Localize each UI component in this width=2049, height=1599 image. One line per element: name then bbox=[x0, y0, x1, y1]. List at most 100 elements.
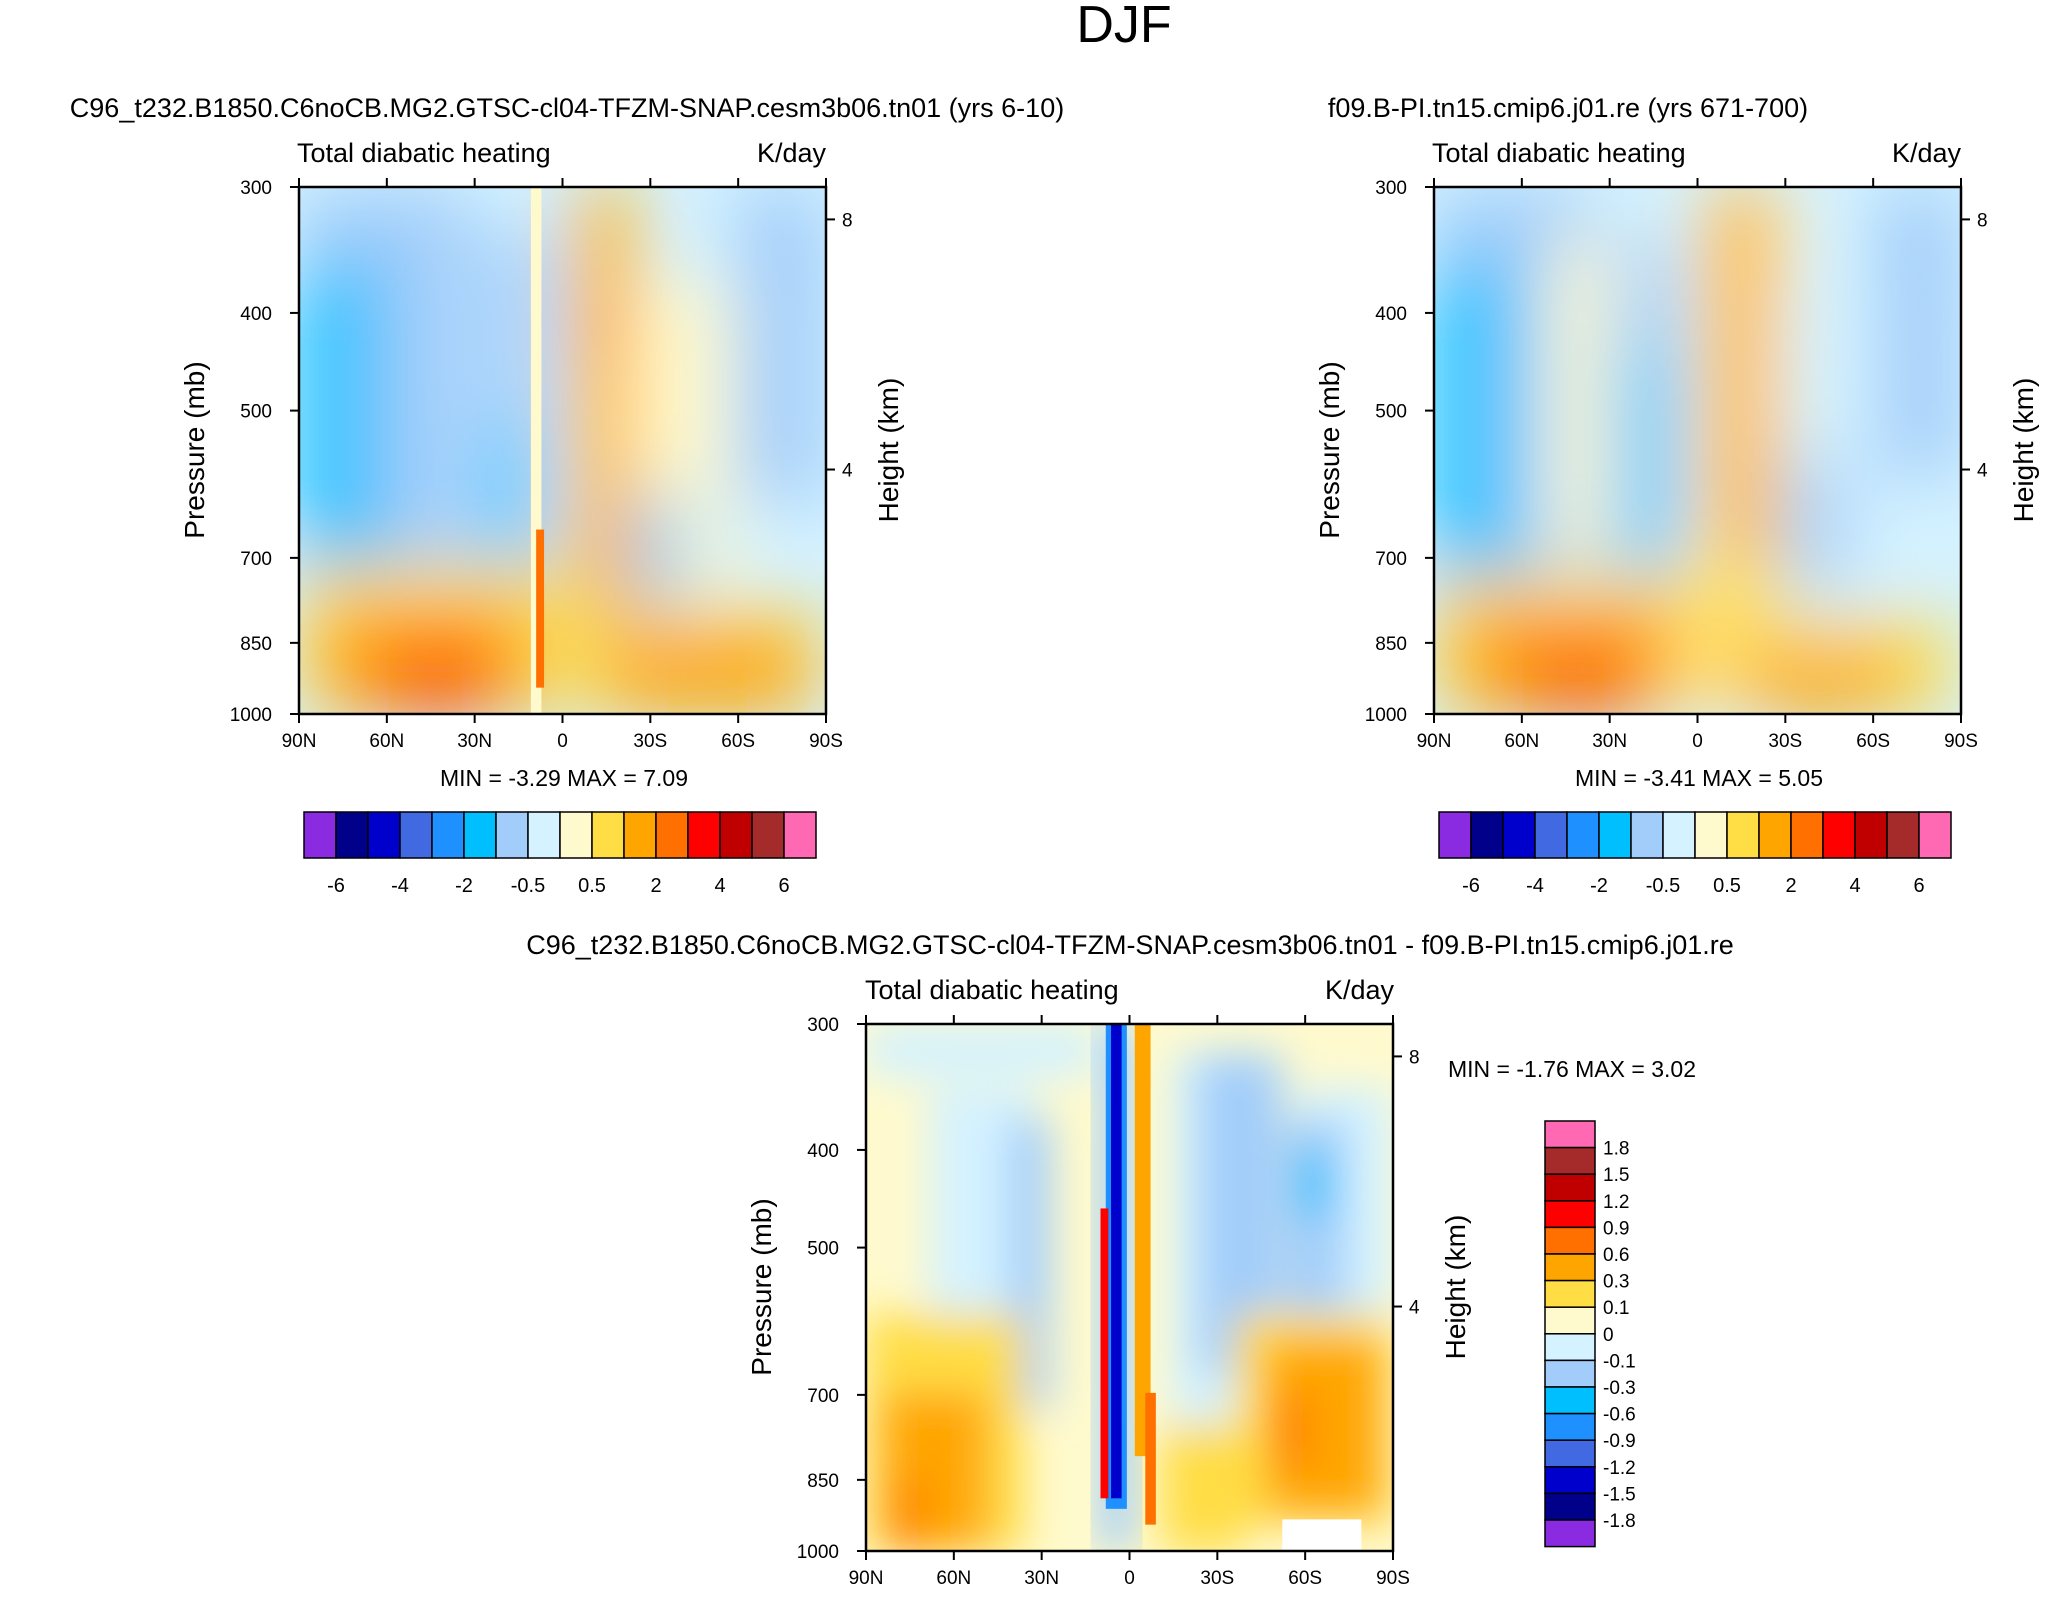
colorbar-swatch bbox=[1544, 1439, 1596, 1468]
y2-tick-label: 4 bbox=[842, 461, 853, 482]
colorbar-swatch bbox=[303, 811, 337, 859]
colorbar-label: 6 bbox=[1913, 875, 1924, 897]
y2-axis-label: Height (km) bbox=[1440, 1215, 1471, 1360]
colorbar-swatch bbox=[495, 811, 529, 859]
y-tick-label: 300 bbox=[807, 1015, 839, 1036]
colorbar-label: -0.5 bbox=[1646, 875, 1680, 897]
colorbar-label: 1.8 bbox=[1603, 1139, 1629, 1160]
colorbar-swatch bbox=[1544, 1253, 1596, 1282]
colorbar-swatch bbox=[687, 811, 721, 859]
colorbar-label: 1.5 bbox=[1603, 1165, 1629, 1186]
colorbar-swatch bbox=[463, 811, 497, 859]
colorbar-label: 0.9 bbox=[1603, 1218, 1629, 1239]
y-tick-label: 300 bbox=[240, 178, 272, 199]
panel-units: K/day bbox=[1325, 975, 1395, 1005]
x-tick-label: 90S bbox=[1944, 731, 1978, 752]
x-tick-label: 0 bbox=[1124, 1568, 1135, 1589]
y-tick-label: 850 bbox=[240, 634, 272, 655]
colorbar-swatch bbox=[1544, 1226, 1596, 1255]
colorbar-swatch bbox=[1886, 811, 1920, 859]
y-tick-label: 1000 bbox=[230, 705, 272, 726]
x-tick-label: 90N bbox=[849, 1568, 884, 1589]
heatmap-field bbox=[1434, 187, 1961, 714]
colorbar-swatch bbox=[399, 811, 433, 859]
x-tick-label: 30S bbox=[1200, 1568, 1234, 1589]
colorbar-label: -2 bbox=[1590, 875, 1608, 897]
y-tick-label: 700 bbox=[240, 549, 272, 570]
colorbar-swatch bbox=[1534, 811, 1568, 859]
y-axis-label: Pressure (mb) bbox=[746, 1198, 777, 1375]
panel-case-title: C96_t232.B1850.C6noCB.MG2.GTSC-cl04-TFZM… bbox=[70, 93, 1064, 123]
colorbar-swatch bbox=[1544, 1519, 1596, 1548]
colorbar-label: 0.5 bbox=[578, 875, 606, 897]
colorbar-swatch bbox=[1854, 811, 1888, 859]
colorbar-swatch bbox=[1544, 1306, 1596, 1335]
colorbar-swatch bbox=[1662, 811, 1696, 859]
colorbar-swatch bbox=[1544, 1279, 1596, 1308]
heatmap-field bbox=[299, 187, 826, 714]
x-tick-label: 90S bbox=[1376, 1568, 1410, 1589]
y2-tick-label: 4 bbox=[1409, 1298, 1420, 1319]
colorbar-label: -4 bbox=[391, 875, 409, 897]
y-tick-label: 1000 bbox=[1365, 705, 1407, 726]
colorbar-label: 0 bbox=[1603, 1325, 1614, 1346]
colorbar-label: -2 bbox=[455, 875, 473, 897]
y2-tick-label: 8 bbox=[1409, 1047, 1420, 1068]
y2-tick-label: 8 bbox=[1977, 210, 1988, 231]
colorbar-swatch bbox=[1470, 811, 1504, 859]
x-tick-label: 60N bbox=[369, 731, 404, 752]
stats-label: MIN = -3.29 MAX = 7.09 bbox=[440, 765, 688, 791]
panel-case-title: C96_t232.B1850.C6noCB.MG2.GTSC-cl04-TFZM… bbox=[526, 930, 1734, 960]
x-axis: 90N 60N 30N 0 30S 60S 90S bbox=[849, 1015, 1410, 1589]
colorbar-label: 0.5 bbox=[1713, 875, 1741, 897]
x-tick-label: 90S bbox=[809, 731, 843, 752]
x-tick-label: 60S bbox=[721, 731, 755, 752]
x-tick-label: 30N bbox=[1592, 731, 1627, 752]
colorbar-label: -1.8 bbox=[1603, 1511, 1636, 1532]
panel-variable: Total diabatic heating bbox=[865, 975, 1119, 1005]
colorbar: 1.8 1.5 1.2 0.9 0.6 0.3 0.1 0 -0.1 -0.3 -0.6 -0.9 -1… bbox=[1544, 1120, 1636, 1548]
x-tick-label: 60S bbox=[1856, 731, 1890, 752]
colorbar-swatch bbox=[655, 811, 689, 859]
y-tick-label: 700 bbox=[1375, 549, 1407, 570]
colorbar-label: -1.5 bbox=[1603, 1484, 1636, 1505]
colorbar-swatch bbox=[1758, 811, 1792, 859]
y-axis: 300 400 500 700 850 1000 8 4 bbox=[797, 1015, 1420, 1563]
panel-units: K/day bbox=[757, 138, 827, 168]
panel-top-right: f09.B-PI.tn15.cmip6.j01.re (yrs 671-700)… bbox=[1314, 93, 2039, 897]
y2-tick-label: 4 bbox=[1977, 461, 1988, 482]
stats-label: MIN = -1.76 MAX = 3.02 bbox=[1448, 1056, 1696, 1082]
y-tick-label: 850 bbox=[807, 1471, 839, 1492]
x-tick-label: 60S bbox=[1288, 1568, 1322, 1589]
colorbar-swatch bbox=[1544, 1173, 1596, 1202]
colorbar-swatch bbox=[1598, 811, 1632, 859]
panel-case-title: f09.B-PI.tn15.cmip6.j01.re (yrs 671-700) bbox=[1328, 93, 1808, 123]
x-tick-label: 0 bbox=[1692, 731, 1703, 752]
colorbar-swatch bbox=[751, 811, 785, 859]
y-tick-label: 500 bbox=[807, 1239, 839, 1260]
colorbar-swatch bbox=[1544, 1333, 1596, 1362]
y-tick-label: 850 bbox=[1375, 634, 1407, 655]
colorbar-label: 1.2 bbox=[1603, 1192, 1629, 1213]
colorbar-swatch bbox=[1822, 811, 1856, 859]
colorbar: -6 -4 -2 -0.5 0.5 2 4 6 bbox=[1438, 811, 1952, 897]
panel-variable: Total diabatic heating bbox=[297, 138, 551, 168]
y-tick-label: 400 bbox=[240, 304, 272, 325]
x-tick-label: 30S bbox=[1768, 731, 1802, 752]
colorbar-swatch bbox=[1918, 811, 1952, 859]
colorbar-swatch bbox=[1630, 811, 1664, 859]
colorbar-swatch bbox=[719, 811, 753, 859]
colorbar-label: -0.3 bbox=[1603, 1378, 1636, 1399]
colorbar-swatch bbox=[1544, 1492, 1596, 1521]
colorbar-label: 0.3 bbox=[1603, 1272, 1629, 1293]
colorbar-swatch bbox=[591, 811, 625, 859]
colorbar-swatch bbox=[1544, 1412, 1596, 1441]
colorbar-label: -6 bbox=[1462, 875, 1480, 897]
y2-axis-label: Height (km) bbox=[2008, 378, 2039, 523]
colorbar-label: 2 bbox=[650, 875, 661, 897]
y-axis-label: Pressure (mb) bbox=[1314, 361, 1345, 538]
y-tick-label: 500 bbox=[1375, 402, 1407, 423]
colorbar-swatch bbox=[623, 811, 657, 859]
panel-top-left: C96_t232.B1850.C6noCB.MG2.GTSC-cl04-TFZM… bbox=[70, 93, 1064, 897]
y2-axis-label: Height (km) bbox=[873, 378, 904, 523]
